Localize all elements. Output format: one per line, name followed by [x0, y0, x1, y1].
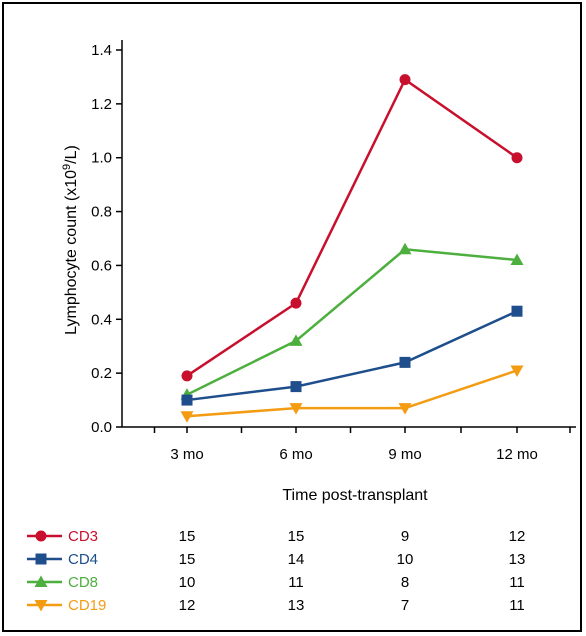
data-point-cd4 [290, 381, 302, 393]
count-cd3: 9 [401, 528, 409, 545]
count-cd4: 13 [509, 551, 526, 568]
data-point-cd19 [510, 365, 524, 377]
series-cd3 [181, 74, 523, 382]
legend-label-cd3: CD3 [68, 528, 98, 545]
axes [121, 40, 576, 428]
series-cd8 [180, 242, 524, 400]
legend-count-table: CD3 15 15 9 12 CD4 15 14 10 13 CD8 10 11 8 11 CD19 12 13 7… [27, 528, 525, 614]
count-cd8: 10 [179, 574, 196, 591]
count-cd3: 15 [288, 528, 305, 545]
data-point-cd19 [289, 403, 303, 415]
data-point-cd19 [398, 403, 412, 415]
legend-label-cd19: CD19 [68, 597, 106, 614]
y-tick-label: 0.0 [91, 419, 112, 436]
y-tick-label: 1.0 [91, 150, 112, 167]
count-cd19: 12 [179, 597, 196, 614]
count-cd3: 15 [179, 528, 196, 545]
legend-label-cd8: CD8 [68, 574, 98, 591]
data-point-cd4 [511, 305, 523, 317]
data-point-cd4 [399, 356, 411, 368]
series-group [180, 74, 524, 423]
count-cd8: 11 [288, 574, 304, 591]
count-cd19: 11 [509, 597, 525, 614]
count-cd19: 13 [288, 597, 305, 614]
x-tick-label: 9 mo [388, 446, 421, 463]
count-cd19: 7 [401, 597, 409, 614]
x-tick-label: 6 mo [279, 446, 312, 463]
data-point-cd4 [181, 394, 193, 406]
count-cd4: 10 [397, 551, 414, 568]
series-line-cd4 [186, 310, 518, 402]
series-line-cd19 [186, 369, 518, 418]
series-cd4 [181, 305, 523, 406]
legend-marker-cd19 [34, 600, 48, 612]
series-cd19 [180, 365, 524, 423]
legend-marker-cd3 [35, 530, 47, 542]
y-tick-label: 1.2 [91, 96, 112, 113]
x-axis-ticks: 3 mo 6 mo 9 mo 12 mo [153, 427, 571, 463]
y-tick-label: 0.4 [91, 311, 112, 328]
y-tick-label: 0.8 [91, 204, 112, 221]
y-tick-label: 1.4 [91, 42, 112, 59]
x-tick-label: 3 mo [170, 446, 203, 463]
series-line-cd3 [186, 77, 518, 377]
series-line-cd8 [186, 247, 518, 396]
data-point-cd19 [180, 411, 194, 423]
data-point-cd8 [398, 242, 412, 255]
x-axis-title: Time post-transplant [282, 487, 428, 504]
data-point-cd8 [289, 334, 303, 346]
y-axis-title-unit: /L) [63, 145, 80, 164]
data-point-cd3 [181, 370, 193, 382]
y-axis-title: Lymphocyte count (x109/L) [61, 145, 80, 335]
data-point-cd3 [290, 297, 302, 309]
y-axis-title-superscript: 9 [61, 164, 73, 170]
data-point-cd3 [399, 74, 411, 86]
y-tick-label: 0.6 [91, 257, 112, 274]
count-cd8: 11 [509, 574, 525, 591]
legend-label-cd4: CD4 [68, 551, 98, 568]
legend-marker-cd8 [34, 575, 48, 587]
legend-marker-cd4 [35, 553, 47, 565]
y-axis-ticks: 0.0 0.2 0.4 0.6 0.8 1.0 1.2 1.4 [91, 42, 122, 436]
count-cd4: 15 [179, 551, 196, 568]
x-tick-label: 12 mo [496, 446, 538, 463]
count-cd4: 14 [288, 551, 305, 568]
count-cd3: 12 [509, 528, 526, 545]
y-tick-label: 0.2 [91, 365, 112, 382]
data-point-cd8 [510, 253, 524, 266]
data-point-cd3 [511, 152, 523, 164]
y-axis-title-main: Lymphocyte count (x10 [63, 170, 80, 335]
count-cd8: 8 [401, 574, 409, 591]
